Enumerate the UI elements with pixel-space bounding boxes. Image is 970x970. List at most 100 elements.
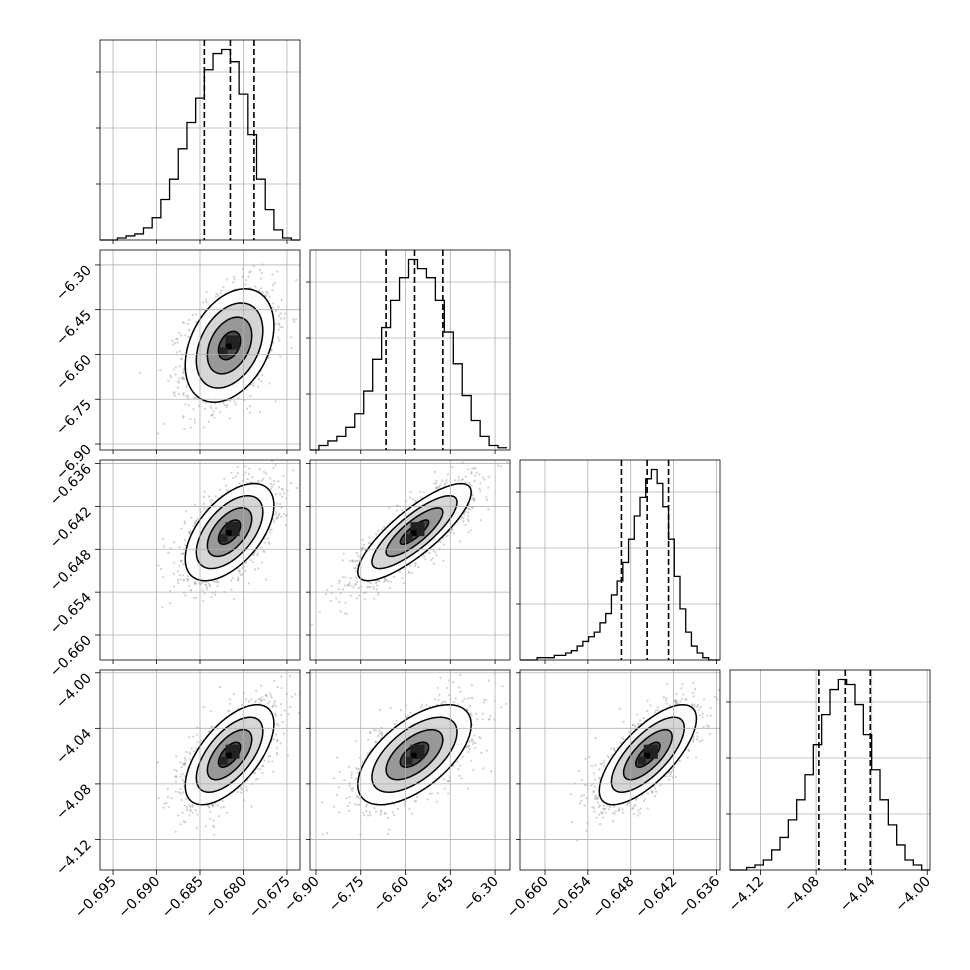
sample-point [273,282,276,285]
sample-point [172,572,175,575]
sample-point [230,579,233,582]
sample-point [277,336,280,339]
sample-point [439,483,442,487]
sample-point [194,520,197,523]
sample-point [292,318,295,321]
sample-point [195,313,198,316]
sample-point [410,571,413,575]
sample-point [464,475,467,478]
histogram-step [310,258,508,451]
sample-point [225,278,228,281]
sample-point [210,407,213,410]
sample-point [409,491,412,494]
sample-point [251,475,254,479]
sample-point [460,478,464,482]
sample-point [451,466,454,469]
sample-point [217,452,219,454]
sample-point [354,567,357,570]
sample-point [182,376,185,379]
sample-point [207,420,210,423]
sample-point [341,588,345,591]
sample-point [187,404,190,407]
sample-point [231,576,235,579]
sample-point [430,558,433,562]
sample-point [472,497,475,500]
histogram-panel-3 [726,670,930,871]
contour-line [206,316,253,375]
sample-point [262,477,265,480]
sample-point [278,493,282,496]
sample-point [182,415,185,418]
sample-point [159,369,162,372]
panel-frame [309,459,511,661]
sample-point [188,319,191,322]
sample-point [246,477,249,481]
sample-point [203,507,206,510]
sample-point [257,479,260,483]
sample-point [238,569,241,572]
density-peak [225,341,234,350]
sample-point [414,562,417,565]
sample-point [481,476,484,479]
sample-point [194,809,197,812]
panel-frame [519,459,721,661]
sample-point [160,567,163,571]
sample-point [279,502,282,506]
sample-point [339,592,342,595]
sample-point [357,594,361,597]
sample-point [389,580,392,584]
density-peak [225,335,234,344]
sample-point [176,570,180,573]
sample-point [173,391,176,394]
sample-point [249,383,253,387]
sample-point [278,512,281,515]
sample-point [174,365,177,369]
sample-point [463,510,467,514]
sample-point [277,328,280,331]
sample-point [252,554,255,557]
density-peak [416,522,425,531]
sample-point [253,568,257,571]
sample-point [261,373,264,377]
sample-point [422,491,426,494]
sample-point [468,481,471,485]
sample-point [183,578,186,581]
sample-point [471,498,474,501]
sample-point [217,581,220,584]
sample-point [211,804,214,807]
sample-point [422,555,426,558]
sample-point [414,562,417,565]
sample-point [194,471,196,473]
sample-point [350,584,353,587]
sample-point [193,421,196,424]
sample-point [189,589,192,592]
sample-point [381,528,384,531]
density-peak [225,522,234,531]
sample-point [435,479,438,483]
sample-point [174,830,177,833]
sample-point [458,540,461,543]
sample-point [450,528,453,531]
sample-point [210,499,213,502]
sample-point [265,237,267,239]
sample-point [268,542,271,545]
sample-point [485,496,488,499]
sample-point [179,357,183,360]
sample-point [471,494,474,497]
sample-point [272,466,275,469]
sample-point [259,277,263,280]
sample-point [194,582,198,585]
sample-point [237,396,240,400]
sample-point [268,382,271,385]
sample-point [252,265,255,268]
sample-point [497,464,500,467]
sample-point [376,593,380,596]
sample-point [401,508,404,511]
sample-point [265,290,268,293]
sample-point [236,472,239,475]
sample-point [215,407,218,410]
sample-point [274,400,277,403]
sample-point [284,523,287,527]
sample-point [161,606,164,609]
sample-point [179,559,183,562]
